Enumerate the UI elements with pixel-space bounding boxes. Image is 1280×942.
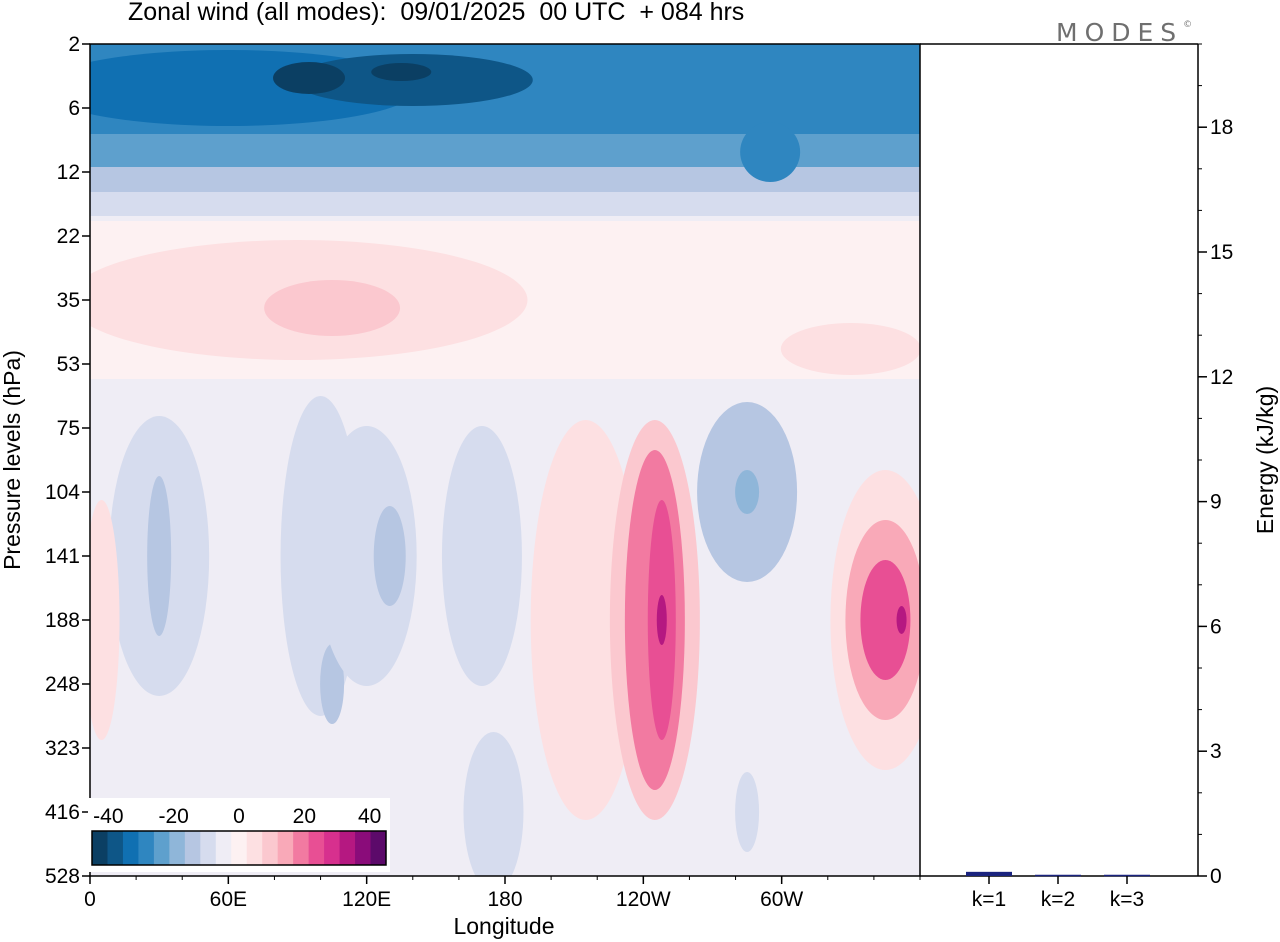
y-tick-label: 248 — [45, 673, 80, 696]
y-tick-label: 75 — [57, 417, 80, 440]
y-tick-label: 104 — [45, 481, 80, 504]
y-tick-label: 22 — [57, 225, 80, 248]
colorbar-swatch — [138, 831, 155, 865]
x-axis: 0 60E 120E 180 120W 60W — [84, 876, 921, 911]
colorbar-swatch — [246, 831, 263, 865]
colorbar-swatch — [293, 831, 310, 865]
region-trop-neg-7 — [735, 772, 760, 852]
colorbar-swatch — [122, 831, 139, 865]
colorbar-swatch — [92, 831, 108, 865]
colorbar-swatch — [215, 831, 232, 865]
colorbar-tick-label: 40 — [358, 805, 381, 828]
x-tick-label: 0 — [84, 888, 96, 911]
colorbar-swatch — [184, 831, 201, 865]
energy-category-label: k=1 — [972, 888, 1006, 911]
x-tick-label: 60W — [760, 888, 803, 911]
y-tick-label: 35 — [57, 289, 80, 312]
colorbar-swatch — [262, 831, 279, 865]
energy-bar — [1035, 874, 1081, 877]
colorbar-swatch — [231, 831, 248, 865]
logo-text: MODES — [1056, 18, 1184, 47]
y-tick-label: 6 — [68, 97, 80, 120]
region-trop-neg-2-core — [320, 644, 345, 724]
energy-tick-label: 0 — [1210, 865, 1222, 888]
x-tick-label: 180 — [487, 888, 522, 911]
colorbar-swatch — [153, 831, 170, 865]
colorbar-frame — [91, 830, 387, 866]
colorbar-swatch — [107, 831, 124, 865]
colorbar-swatch — [308, 831, 325, 865]
energy-tick-label: 18 — [1210, 116, 1233, 139]
modes-logo: MODES© — [1056, 18, 1192, 47]
energy-tick-label: 3 — [1210, 740, 1222, 763]
region-trop-neg-3 — [316, 426, 417, 686]
colorbar-tick-label: -20 — [158, 805, 188, 828]
y-tick-label: 12 — [57, 161, 80, 184]
energy-category-label: k=2 — [1041, 888, 1075, 911]
region-lower-strat-core — [264, 280, 401, 336]
colorbar-swatch — [324, 831, 341, 865]
region-trop-neg-6-core — [735, 470, 760, 514]
region-strat-jet-1 — [273, 62, 346, 94]
y-tick-label: 323 — [45, 737, 80, 760]
x-tick-label: 120E — [342, 888, 391, 911]
region-trop-neg-1-core — [147, 476, 172, 636]
region-trop-neg-3-core — [373, 506, 406, 606]
energy-bar — [1104, 874, 1150, 877]
region-trop-neg-4 — [441, 426, 522, 686]
y-axis: 2 6 12 22 35 53 75 104 141 188 248 323 416 528 — [45, 33, 90, 888]
region-trop-neg-5 — [463, 732, 524, 876]
region-trop-pos-5 — [656, 595, 667, 645]
colorbar-swatch — [200, 831, 217, 865]
region-trop-pos-west — [90, 500, 120, 740]
region-trop-pos-8 — [860, 560, 911, 680]
colorbar-swatch — [355, 831, 372, 865]
energy-tick-label: 6 — [1210, 615, 1222, 638]
chart-title: Zonal wind (all modes): 09/01/2025 00 UT… — [128, 0, 745, 26]
x-tick-label: 120W — [616, 888, 671, 911]
colorbar-swatch — [169, 831, 186, 865]
energy-bar — [966, 871, 1012, 876]
region-strat-edge — [90, 192, 920, 216]
energy-axis-title: Energy (kJ/kg) — [1252, 386, 1278, 534]
heatmap-panel: 0 60E 120E 180 120W 60W 2 6 12 22 35 53 75 104 141 188… — [0, 33, 921, 939]
region-lower-strat-east — [780, 323, 920, 375]
x-axis-title: Longitude — [453, 913, 554, 939]
energy-y-axis: 0 3 6 9 12 15 18 — [1198, 43, 1233, 888]
energy-tick-label: 9 — [1210, 491, 1222, 514]
y-tick-label: 528 — [45, 865, 80, 888]
region-trop-pos-1 — [530, 420, 641, 820]
y-tick-label: 141 — [45, 545, 80, 568]
colorbar-tick-label: -40 — [93, 805, 123, 828]
region-strat-jet-2 — [371, 63, 432, 81]
copyright-mark: © — [1183, 20, 1193, 30]
colorbar-tick-label: 0 — [233, 805, 245, 828]
colorbar-swatch — [339, 831, 356, 865]
energy-panel: 0 3 6 9 12 15 18 k=1 k=2 k=3 Energy (kJ/kg) — [920, 43, 1278, 911]
x-tick-label: 60E — [210, 888, 247, 911]
energy-bars: k=1 k=2 k=3 — [966, 871, 1150, 911]
heatmap-regions — [90, 44, 920, 876]
colorbar: -40 -20 0 20 40 — [88, 798, 390, 872]
colorbar-swatch — [277, 831, 294, 865]
colorbar-tick-label: 20 — [293, 805, 316, 828]
region-trop-pos-9 — [896, 606, 907, 634]
colorbar-swatch — [370, 831, 387, 865]
energy-tick-label: 12 — [1210, 366, 1233, 389]
y-tick-label: 2 — [68, 33, 80, 56]
y-axis-title: Pressure levels (hPa) — [0, 350, 25, 570]
energy-category-label: k=3 — [1110, 888, 1144, 911]
y-tick-label: 188 — [45, 609, 80, 632]
y-tick-label: 53 — [57, 353, 80, 376]
region-strat-dip — [740, 122, 801, 182]
energy-tick-label: 15 — [1210, 241, 1233, 264]
y-tick-label: 416 — [45, 801, 80, 824]
